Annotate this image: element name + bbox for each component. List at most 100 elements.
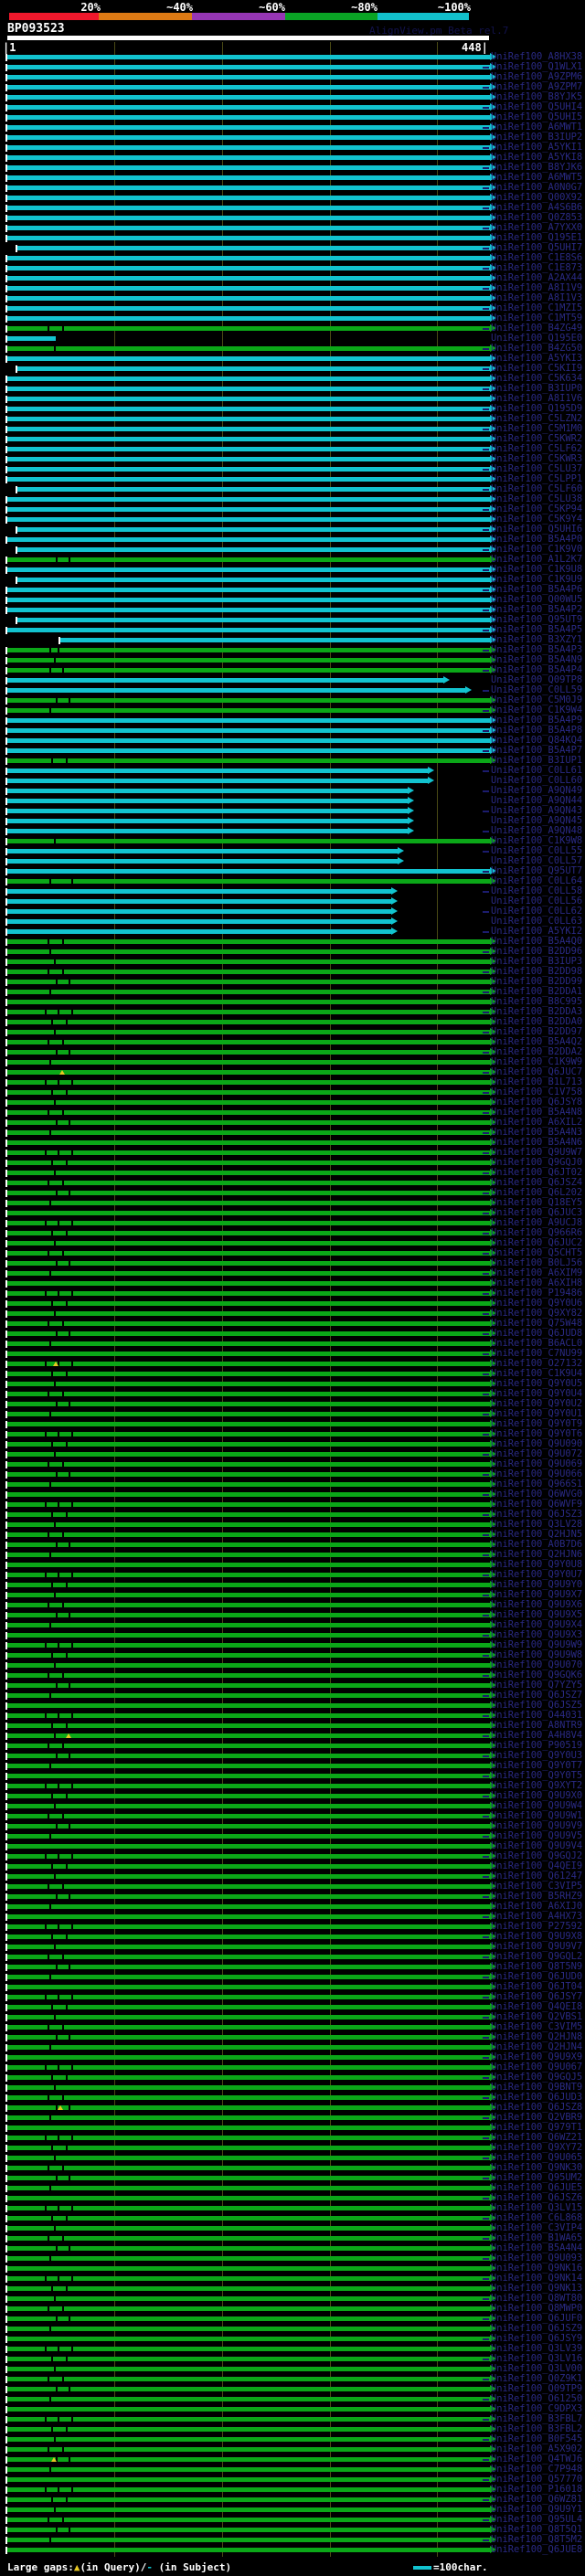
hit-row: UniRef100_Q2HJN8 [0,2032,585,2042]
hit-row: UniRef100_Q9Y0U5 [0,1379,585,1389]
hit-label: UniRef100_Q2HJN4 [491,2041,583,2052]
label-connector [483,2137,489,2139]
hit-row: UniRef100_C1MZI5 [0,303,585,313]
hit-bar [7,296,490,301]
alignment-direction-arrowhead [490,998,496,1005]
hit-row: UniRef100_B5A4N3 [0,1128,585,1138]
hit-label: UniRef100_Q9U065 [491,2152,583,2163]
alignment-start-tick [5,1753,7,1760]
hit-bar [7,2457,490,2462]
hit-row: UniRef100_Q9XY72 [0,2143,585,2153]
alignment-start-tick [5,2446,7,2454]
alignment-direction-arrowhead [408,827,415,834]
subject-gap-tick [56,2528,58,2532]
alignment-start-tick [5,1401,7,1408]
alignment-direction-arrowhead [490,304,496,312]
subject-gap-symbol: - [146,2561,153,2573]
subject-gap-tick [58,1643,60,1648]
alignment-start-tick [5,2175,7,2182]
subject-gap-tick [62,2025,65,2030]
hit-row: UniRef100_Q9NK16 [0,2263,585,2274]
hit-row: UniRef100_A4HX73 [0,1912,585,1922]
hit-bar [7,1573,490,1577]
subject-gap-tick [51,2216,54,2221]
alignment-start-tick [5,2366,7,2373]
hit-row: UniRef100_Q9Y0U4 [0,1389,585,1399]
hit-bar [7,1241,490,1246]
alignment-start-tick [5,345,7,353]
hit-row: UniRef100_A5YKI1 [0,143,585,153]
hit-bar [7,2045,490,2050]
alignment-start-tick [5,778,7,785]
alignment-direction-arrowhead [490,2385,496,2392]
hit-label: UniRef100_Q9NK13 [491,2283,583,2294]
alignment-start-tick [5,2135,7,2142]
hit-bar [7,1341,490,1346]
subject-gap-tick [56,1754,58,1758]
hit-bar [7,2015,490,2019]
alignment-direction-arrowhead [490,244,496,251]
alignment-start-tick [15,486,17,493]
alignment-start-tick [5,1682,7,1690]
hit-label: UniRef100_Q6JSZ5 [491,1700,583,1711]
hit-bar [7,1060,490,1065]
label-connector [483,2379,489,2380]
alignment-direction-arrowhead [490,505,496,513]
subject-gap-tick [65,1864,68,1869]
hit-row: UniRef100_Q00X92 [0,193,585,203]
hit-row: UniRef100_B4ZG50 [0,344,585,354]
alignment-direction-arrowhead [490,2335,496,2342]
alignment-start-tick [5,2255,7,2263]
hit-label: UniRef100_A6XIL2 [491,1117,583,1128]
hit-bar [7,1995,490,1999]
hit-bar [7,186,490,190]
label-connector [483,1394,489,1395]
hit-bar [7,1854,490,1859]
hit-label: UniRef100_C1E873 [491,262,583,273]
subject-gap-tick [45,1362,48,1366]
hit-label: UniRef100_Q9Y0U6 [491,1298,583,1309]
hit-bar [7,628,490,632]
alignment-start-tick [5,747,7,755]
alignment-start-tick [5,667,7,674]
alignment-direction-arrowhead [490,2164,496,2171]
label-connector [483,790,489,792]
hit-bar [7,115,490,120]
hit-bar [7,467,490,472]
alignment-start-tick [5,949,7,956]
hit-row: UniRef100_Q6JUE8 [0,2545,585,2555]
alignment-direction-arrowhead [490,1742,496,1749]
alignment-start-tick [5,2537,7,2544]
hit-label: UniRef100_A6MWT1 [491,122,583,133]
alignment-start-tick [5,1893,7,1901]
hit-label: UniRef100_Q57770 [491,2474,583,2485]
alignment-direction-arrowhead [490,546,496,553]
hit-bar [7,2337,490,2341]
hit-row: UniRef100_Q1WLX1 [0,62,585,72]
alignment-start-tick [5,838,7,845]
hit-bar [7,2246,490,2251]
hit-bar [7,1673,490,1678]
label-connector [483,1373,489,1375]
alignment-start-tick [5,1944,7,1951]
hit-bar [7,2296,490,2301]
hit-bar [7,1894,490,1899]
hit-row: UniRef100_Q9GQL2 [0,1952,585,1962]
alignment-start-tick [5,1471,7,1479]
hit-label: UniRef100_Q9Y0T9 [491,1418,583,1429]
hit-label: UniRef100_Q1WLX1 [491,61,583,72]
hit-row: UniRef100_Q9NK30 [0,2163,585,2173]
hit-label: UniRef100_B3IUP0 [491,383,583,394]
hit-label: UniRef100_C3VIM5 [491,2021,583,2032]
subject-gap-tick [65,1935,68,1939]
alignment-start-tick [5,1984,7,1991]
alignment-direction-arrowhead [490,1299,496,1307]
alignment-start-tick [5,426,7,433]
label-connector [483,1635,489,1637]
alignment-start-tick [5,2336,7,2343]
hit-label: UniRef100_Q8WT80 [491,2293,583,2304]
hit-label: UniRef100_Q3LV28 [491,1519,583,1530]
subject-gap-tick [49,990,51,994]
hit-row: UniRef100_A0N0G7 [0,183,585,193]
subject-gap-tick [62,1814,65,1818]
